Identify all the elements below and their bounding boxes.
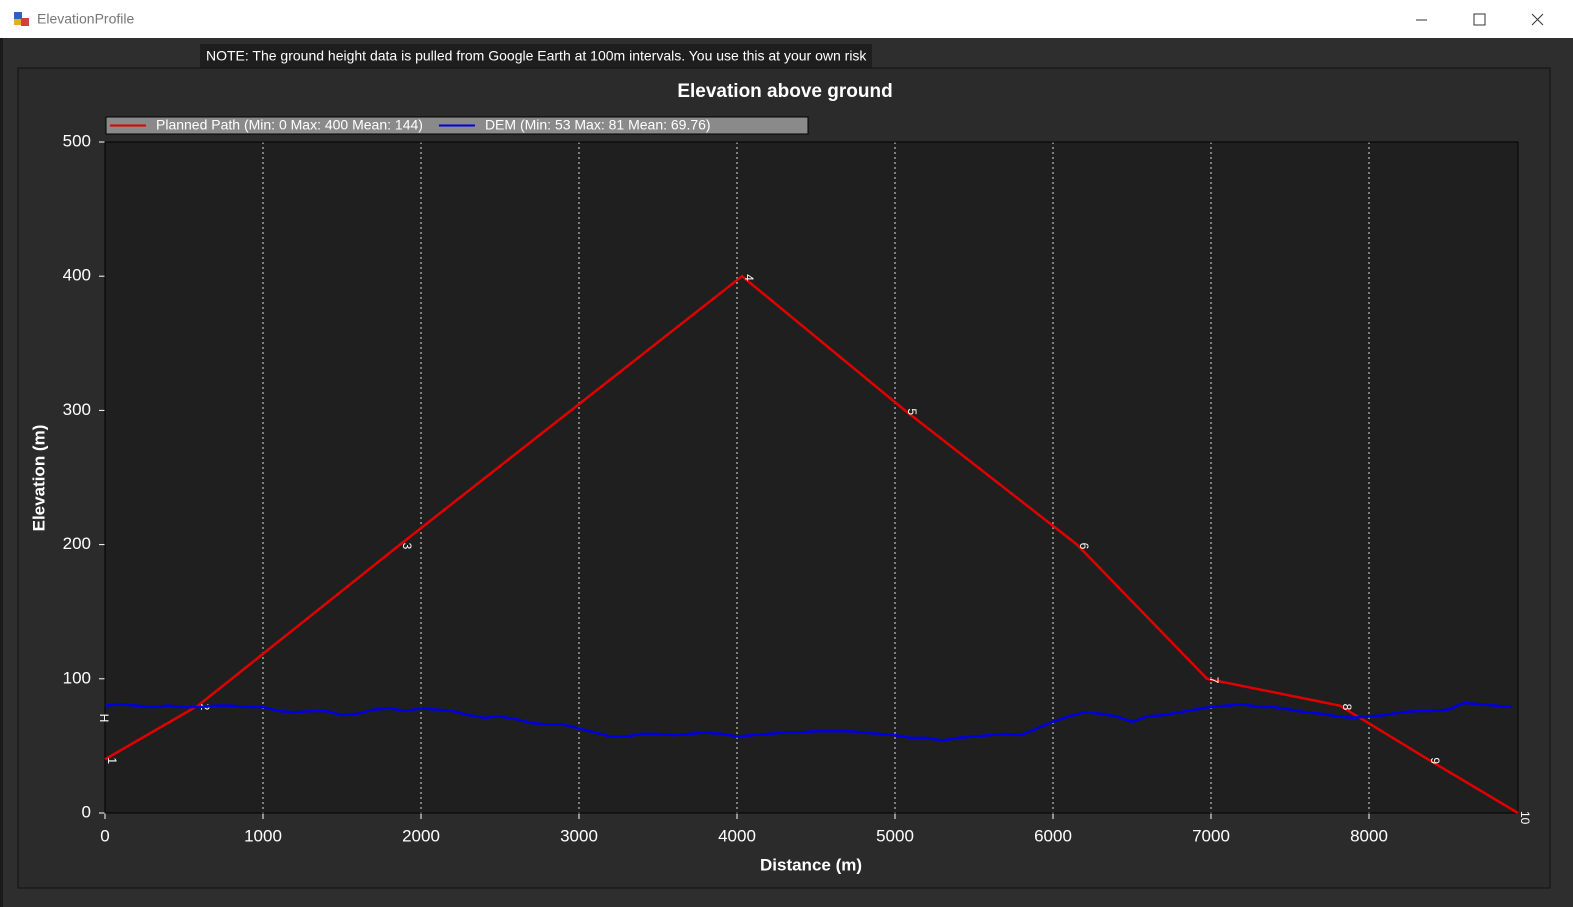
waypoint-label: 9: [1428, 757, 1442, 764]
plot-frame: [104, 141, 1519, 814]
x-tick-label: 5000: [876, 826, 914, 845]
series-line: [104, 701, 1512, 742]
y-tick-label: 400: [63, 266, 91, 285]
waypoint-label: 1: [105, 757, 119, 764]
waypoint-label: 6: [1077, 543, 1091, 550]
series-line: [104, 274, 1519, 815]
annotation: H: [97, 714, 111, 723]
note: NOTE: The ground height data is pulled f…: [206, 48, 867, 64]
x-tick-label: 1000: [244, 826, 282, 845]
y-tick-label: 0: [82, 802, 91, 821]
waypoint-label: 4: [742, 274, 756, 281]
chart-title: Elevation above ground: [677, 81, 892, 102]
x-tick-label: 0: [100, 826, 109, 845]
x-tick-label: 3000: [560, 826, 598, 845]
maximize-button[interactable]: [1473, 13, 1486, 26]
window-edge: [0, 38, 3, 907]
close-button[interactable]: [1531, 13, 1544, 26]
waypoint-label: 8: [1340, 704, 1354, 711]
plot-area: [105, 142, 1518, 813]
note-box: [200, 44, 872, 68]
y-axis-label: Elevation (m): [29, 425, 48, 532]
x-tick-label: 6000: [1034, 826, 1072, 845]
x-tick-label: 8000: [1350, 826, 1388, 845]
y-tick-label: 100: [63, 668, 91, 687]
legend-label: DEM (Min: 53 Max: 81 Mean: 69.76): [485, 117, 711, 133]
x-tick-label: 2000: [402, 826, 440, 845]
waypoint-label: 3: [400, 543, 414, 550]
title-bar: [0, 0, 1573, 38]
y-tick-label: 200: [63, 534, 91, 553]
x-axis-label: Distance (m): [760, 855, 862, 874]
x-tick-label: 4000: [718, 826, 756, 845]
app-icon: [14, 12, 29, 26]
y-tick-label: 300: [63, 400, 91, 419]
window-title: ElevationProfile: [37, 11, 134, 27]
waypoint-label: 7: [1207, 677, 1221, 684]
waypoint-label: 10: [1518, 811, 1532, 825]
waypoint-label: 5: [905, 408, 919, 415]
legend-label: Planned Path (Min: 0 Max: 400 Mean: 144): [156, 117, 423, 133]
y-tick-label: 500: [63, 131, 91, 150]
x-tick-label: 7000: [1192, 826, 1230, 845]
